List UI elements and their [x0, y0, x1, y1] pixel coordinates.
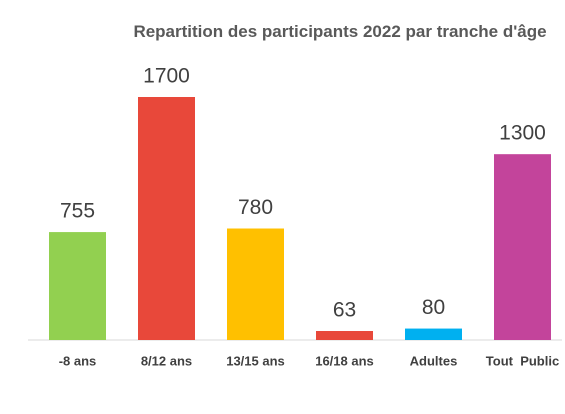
value-label: 63 [333, 299, 356, 322]
x-tick-label: Tout Public [486, 353, 559, 368]
value-label: 755 [60, 200, 95, 223]
value-label: 780 [238, 196, 273, 219]
x-tick-label: -8 ans [59, 353, 97, 368]
bar [316, 330, 373, 340]
chart-title: Repartition des participants 2022 par tr… [133, 22, 547, 41]
bar [138, 97, 195, 340]
bar [494, 154, 551, 340]
bar [405, 328, 462, 340]
x-tick-label: 13/15 ans [226, 353, 285, 368]
x-tick-label: Adultes [410, 353, 458, 368]
value-label: 1300 [499, 122, 546, 145]
x-tick-label: 16/18 ans [315, 353, 374, 368]
x-tick-label: 8/12 ans [141, 353, 192, 368]
bar [227, 228, 284, 340]
bar [49, 232, 106, 340]
value-label: 1700 [143, 65, 190, 88]
value-label: 80 [422, 296, 445, 319]
